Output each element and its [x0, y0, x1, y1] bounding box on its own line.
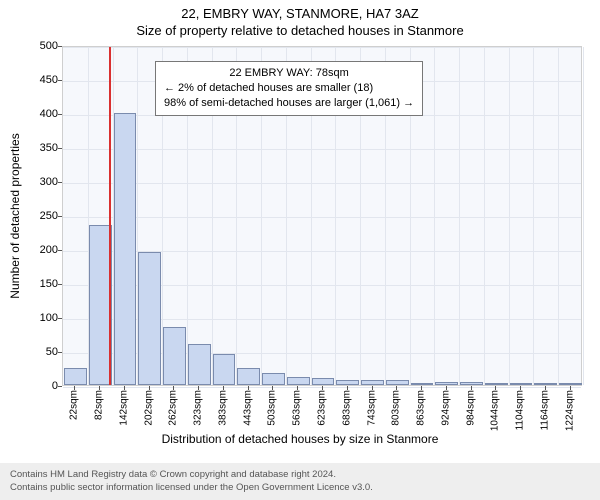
y-tick-label: 0: [18, 380, 58, 392]
x-tick-label: 1104sqm: [515, 390, 526, 430]
y-tick-label: 50: [18, 346, 58, 358]
footer-line1: Contains HM Land Registry data © Crown c…: [10, 469, 590, 481]
y-tick-label: 350: [18, 142, 58, 154]
annotation-line1: 22 EMBRY WAY: 78sqm: [164, 66, 414, 81]
x-tick-label: 683sqm: [341, 390, 352, 426]
histogram-bar: [188, 344, 211, 385]
gridline-h: [63, 149, 581, 150]
x-tick-label: 1224sqm: [564, 390, 575, 431]
chart-title-address: 22, EMBRY WAY, STANMORE, HA7 3AZ: [0, 0, 600, 21]
histogram-bar: [237, 368, 260, 385]
plot-area: 22 EMBRY WAY: 78sqm ← 2% of detached hou…: [62, 46, 582, 386]
property-marker-line: [109, 47, 111, 385]
footer-attribution: Contains HM Land Registry data © Crown c…: [0, 463, 600, 500]
y-tick-label: 400: [18, 108, 58, 120]
x-tick-label: 803sqm: [391, 390, 402, 426]
annotation-line3: 98% of semi-detached houses are larger (…: [164, 96, 414, 111]
gridline-v: [583, 47, 584, 385]
annotation-line2: ← 2% of detached houses are smaller (18): [164, 81, 414, 96]
gridline-h: [63, 47, 581, 48]
histogram-bar: [386, 380, 409, 385]
x-axis-label: Distribution of detached houses by size …: [0, 432, 600, 446]
y-tick-label: 200: [18, 244, 58, 256]
histogram-bar: [312, 378, 335, 385]
gridline-v: [533, 47, 534, 385]
x-tick-label: 443sqm: [242, 390, 253, 426]
y-tick-label: 300: [18, 176, 58, 188]
x-tick-label: 262sqm: [168, 390, 179, 426]
gridline-h: [63, 183, 581, 184]
x-tick-label: 503sqm: [267, 390, 278, 426]
gridline-v: [459, 47, 460, 385]
histogram-bar: [213, 354, 236, 385]
histogram-bar: [114, 113, 137, 385]
x-tick-label: 863sqm: [416, 390, 427, 426]
x-tick-label: 924sqm: [440, 390, 451, 426]
x-tick-label: 82sqm: [94, 390, 105, 420]
histogram-bar: [510, 383, 533, 385]
histogram-bar: [138, 252, 161, 385]
histogram-bar: [361, 380, 384, 385]
x-tick-label: 22sqm: [69, 390, 80, 420]
gridline-v: [484, 47, 485, 385]
histogram-bar: [411, 383, 434, 385]
gridline-v: [509, 47, 510, 385]
x-tick-label: 563sqm: [292, 390, 303, 426]
x-tick-label: 142sqm: [118, 390, 129, 426]
x-tick-label: 1164sqm: [539, 390, 550, 430]
annotation-box: 22 EMBRY WAY: 78sqm ← 2% of detached hou…: [155, 61, 423, 116]
y-tick-label: 250: [18, 210, 58, 222]
y-tick-label: 150: [18, 278, 58, 290]
y-tick-label: 450: [18, 74, 58, 86]
x-tick-label: 323sqm: [193, 390, 204, 426]
histogram-bar: [534, 383, 557, 385]
histogram-bar: [262, 373, 285, 385]
histogram-bar: [64, 368, 87, 385]
histogram-bar: [559, 383, 582, 385]
x-tick-label: 202sqm: [143, 390, 154, 426]
gridline-v: [434, 47, 435, 385]
gridline-h: [63, 217, 581, 218]
histogram-bar: [460, 382, 483, 385]
footer-line2: Contains public sector information licen…: [10, 482, 590, 494]
histogram-bar: [163, 327, 186, 385]
y-tick-label: 100: [18, 312, 58, 324]
x-tick-label: 1044sqm: [490, 390, 501, 431]
chart-subtitle: Size of property relative to detached ho…: [0, 21, 600, 38]
x-tick-label: 984sqm: [465, 390, 476, 426]
chart-container: Number of detached properties 0501001502…: [0, 40, 600, 440]
histogram-bar: [287, 377, 310, 385]
histogram-bar: [485, 383, 508, 385]
x-tick-label: 623sqm: [317, 390, 328, 426]
y-tick-mark: [58, 386, 62, 387]
x-tick-label: 383sqm: [217, 390, 228, 426]
gridline-v: [558, 47, 559, 385]
y-tick-label: 500: [18, 40, 58, 52]
histogram-bar: [435, 382, 458, 385]
histogram-bar: [336, 380, 359, 385]
x-tick-label: 743sqm: [366, 390, 377, 426]
